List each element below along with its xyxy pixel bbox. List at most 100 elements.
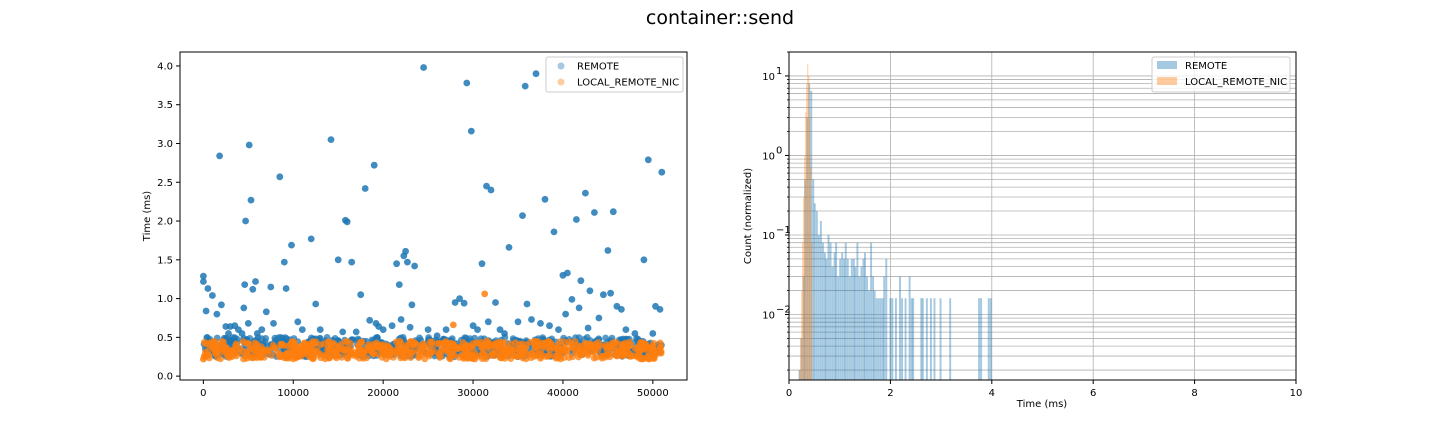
scatter-point	[478, 260, 486, 268]
histogram-y-tick-exponent: −1	[776, 225, 791, 236]
scatter-point	[397, 316, 405, 323]
histogram-bar	[862, 258, 865, 380]
scatter-point	[244, 320, 252, 327]
histogram-legend-remote-swatch	[1157, 61, 1177, 69]
histogram-bar	[920, 298, 923, 380]
scatter-point	[514, 318, 522, 326]
scatter-point	[261, 346, 268, 354]
scatter-point	[361, 185, 369, 192]
scatter-point	[445, 340, 453, 347]
scatter-point	[363, 354, 370, 362]
scatter-point	[519, 212, 526, 220]
scatter-point	[483, 182, 490, 190]
scatter-point	[280, 258, 288, 266]
scatter-legend: REMOTE LOCAL_REMOTE_NIC	[545, 56, 684, 93]
scatter-point	[581, 348, 589, 356]
scatter-point	[252, 278, 259, 285]
histogram-bar	[912, 298, 915, 380]
scatter-point	[236, 345, 244, 352]
scatter-point	[205, 351, 213, 359]
scatter-point	[334, 256, 342, 264]
scatter-point	[531, 339, 539, 347]
scatter-point	[546, 343, 553, 351]
scatter-point	[339, 328, 347, 336]
scatter-point	[297, 352, 305, 360]
histogram-bar	[980, 298, 983, 380]
histogram-bar	[933, 298, 936, 380]
scatter-point	[562, 310, 569, 318]
scatter-point	[518, 340, 526, 348]
scatter-point	[591, 209, 598, 216]
histogram-bar	[799, 370, 801, 380]
scatter-point	[481, 353, 489, 361]
scatter-point	[597, 352, 605, 360]
scatter-y-tick-label: 3.0	[157, 139, 173, 150]
histogram-bar	[831, 266, 834, 380]
scatter-point	[481, 290, 489, 298]
histogram-bar	[894, 298, 897, 380]
scatter-point	[420, 64, 427, 71]
histogram-x-tick-label: 4	[989, 388, 995, 399]
scatter-point	[504, 347, 511, 355]
scatter-point	[328, 347, 336, 354]
scatter-point	[435, 339, 443, 347]
scatter-point	[386, 352, 393, 360]
histogram-bar	[843, 258, 846, 380]
scatter-legend-local-label: LOCAL_REMOTE_NIC	[577, 78, 679, 89]
scatter-point	[406, 323, 414, 331]
histogram-bar	[891, 298, 894, 380]
scatter-point	[270, 344, 278, 352]
scatter-point	[225, 354, 233, 361]
scatter-point	[366, 316, 374, 324]
scatter-point	[435, 351, 443, 358]
scatter-point	[202, 340, 210, 348]
histogram-bar	[860, 266, 863, 380]
scatter-point	[658, 168, 666, 176]
scatter-point	[280, 351, 288, 359]
scatter-point	[585, 341, 593, 348]
scatter-point	[357, 291, 365, 299]
histogram-bar	[802, 242, 804, 380]
histogram-bar	[925, 298, 928, 380]
scatter-point	[267, 283, 275, 291]
histogram-series-local-remote-nic	[799, 64, 813, 380]
scatter-point	[374, 350, 382, 358]
scatter-point	[218, 301, 225, 309]
scatter-point	[560, 343, 568, 351]
scatter-point	[278, 341, 285, 349]
scatter-point	[638, 355, 645, 363]
scatter-point	[575, 304, 583, 312]
histogram-bar	[813, 203, 816, 380]
histogram-y-tick-exponent: 1	[776, 66, 782, 77]
histogram-legend: REMOTE LOCAL_REMOTE_NIC	[1151, 56, 1291, 93]
histogram-bars	[798, 64, 992, 380]
scatter-point	[258, 326, 266, 333]
scatter-point	[489, 349, 496, 357]
scatter-point	[247, 353, 255, 360]
scatter-x-tick-label: 0	[200, 388, 206, 399]
scatter-point	[456, 295, 463, 302]
histogram-bar	[812, 179, 815, 380]
scatter-point	[517, 351, 525, 359]
histogram-bar	[873, 290, 876, 380]
histogram-bar	[881, 298, 884, 380]
histogram-x-axis: 0 2 4 6 8 10	[786, 380, 1302, 399]
scatter-legend-local-marker	[557, 78, 565, 86]
scatter-legend-box	[545, 56, 684, 93]
scatter-point	[455, 345, 462, 352]
histogram-y-axis-label: Count (normalized)	[743, 168, 754, 264]
scatter-point	[370, 161, 378, 169]
scatter-x-tick-label: 20000	[367, 388, 399, 399]
scatter-point	[449, 321, 457, 329]
histogram-y-tick-exponent: 0	[776, 145, 782, 156]
scatter-point	[424, 326, 432, 333]
histogram-y-tick-label: 10	[762, 151, 775, 162]
scatter-point	[360, 348, 367, 356]
histogram-bar	[819, 220, 822, 380]
histogram-bar	[806, 83, 808, 380]
scatter-y-tick-label: 0.0	[157, 372, 173, 383]
scatter-point	[479, 342, 487, 349]
scatter-point	[582, 189, 589, 197]
scatter-point	[294, 318, 302, 326]
